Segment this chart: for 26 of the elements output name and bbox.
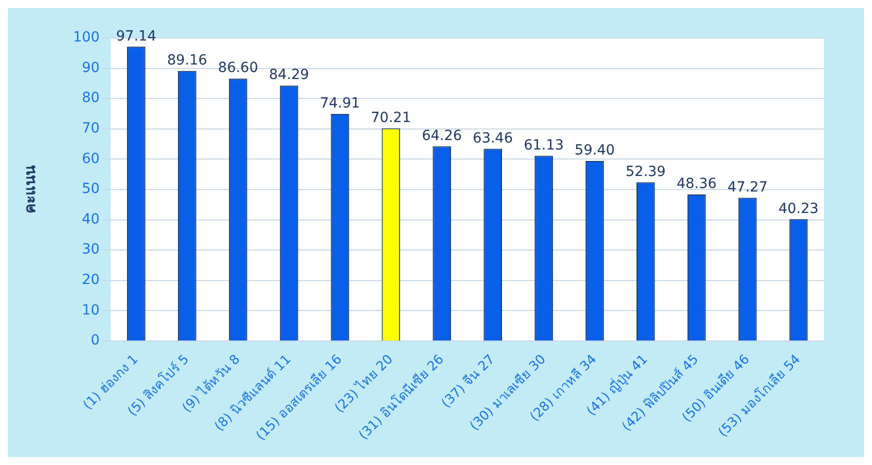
data-label: 59.40 [574, 142, 615, 159]
y-axis-title: คะแนน [20, 164, 39, 214]
data-label: 61.13 [524, 137, 564, 154]
y-tick-label: 90 [82, 60, 100, 76]
data-label: 70.21 [370, 110, 411, 126]
y-tick-label: 40 [82, 211, 100, 228]
data-label: 52.39 [626, 164, 666, 180]
data-label: 64.26 [422, 128, 462, 144]
data-label: 74.91 [320, 96, 360, 112]
data-label: 97.14 [116, 28, 156, 44]
y-tick-label: 20 [82, 272, 100, 288]
data-label: 63.46 [472, 130, 513, 146]
data-label: 84.29 [268, 67, 310, 84]
y-tick-label: 60 [82, 150, 100, 167]
data-label: 47.27 [728, 179, 768, 196]
data-label: 48.36 [676, 176, 717, 192]
data-label: 89.16 [167, 52, 208, 68]
data-label: 40.23 [778, 200, 819, 217]
y-tick-label: 80 [82, 90, 100, 106]
y-tick-label: 30 [82, 242, 100, 258]
y-tick-label: 50 [82, 181, 100, 198]
y-tick-label: 70 [82, 120, 100, 137]
y-tick-label: 100 [72, 30, 100, 46]
y-tick-label: 10 [82, 302, 100, 318]
y-tick-label: 0 [90, 332, 100, 349]
data-label: 86.60 [218, 60, 258, 76]
